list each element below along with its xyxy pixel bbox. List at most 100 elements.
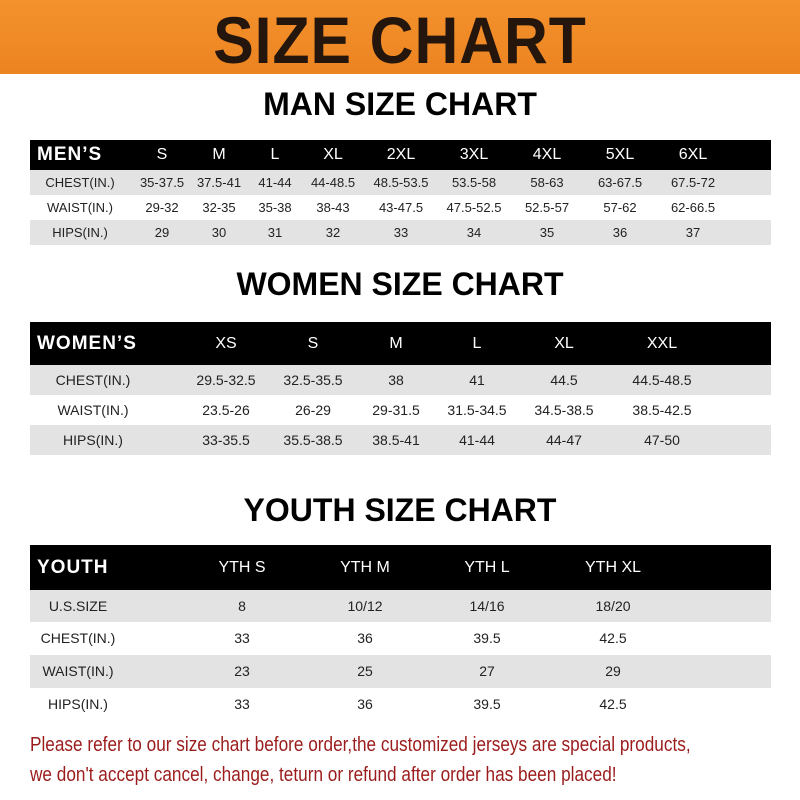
measurement-cell: 37.5-41 [196,175,242,190]
measurement-cell: 41-44 [459,432,495,448]
size-header: 6XL [678,146,708,163]
table-row: HIPS(IN.) 33-35.5 35.5-38.5 38.5-41 41-44 44-… [30,425,771,455]
measurement-cell: 37 [685,225,701,240]
measurement-cell: 35-38 [258,200,292,215]
measurement-cell: 44.5-48.5 [632,372,692,388]
table-header-row: MEN’S S M L XL 2XL 3XL 4XL 5XL 6XL [30,140,771,170]
measurement-cell: 31.5-34.5 [447,402,507,418]
measurement-cell: 26-29 [295,402,331,418]
measurement-cell: 38.5-42.5 [632,402,692,418]
measurement-cell: 14/16 [469,598,505,614]
measurement-cell: 36 [612,225,628,240]
size-header: 3XL [459,146,489,163]
measurement-cell: 36 [357,696,373,712]
size-header: M [212,146,226,163]
table-row: HIPS(IN.) 29 30 31 32 33 34 35 36 37 [30,220,771,245]
size-header: XS [215,335,237,352]
row-label: U.S.SIZE [48,598,108,614]
measurement-cell: 36 [357,630,373,646]
size-header: XL [554,335,574,352]
measurement-cell: 62-66.5 [670,200,716,215]
measurement-cell: 52.5-57 [524,200,570,215]
size-header: YTH M [340,559,390,576]
row-label: HIPS(IN.) [52,225,108,240]
row-label: CHEST(IN.) [40,630,116,646]
measurement-cell: 32-35 [202,200,236,215]
measurement-cell: 42.5 [599,696,627,712]
measurement-cell: 44-48.5 [310,175,356,190]
table-title: WOMEN’S [37,333,137,354]
measurement-cell: 30 [211,225,227,240]
size-header: YTH S [218,559,266,576]
measurement-cell: 33 [393,225,409,240]
measurement-cell: 25 [357,663,373,679]
size-header: L [472,335,482,352]
table-title: YOUTH [37,557,109,578]
measurement-cell: 38 [388,372,404,388]
youth-section-title: YOUTH SIZE CHART [243,492,557,528]
measurement-cell: 38.5-41 [372,432,420,448]
measurement-cell: 27 [479,663,495,679]
table-row: CHEST(IN.) 35-37.5 37.5-41 41-44 44-48.5 48.5… [30,170,771,195]
table-row: WAIST(IN.) 29-32 32-35 35-38 38-43 43-47.5 47.… [30,195,771,220]
size-header: 4XL [532,146,562,163]
measurement-cell: 29-32 [145,200,179,215]
table-row: CHEST(IN.) 29.5-32.5 32.5-35.5 38 41 44.5 44.5… [30,365,771,395]
measurement-cell: 53.5-58 [451,175,497,190]
measurement-cell: 29.5-32.5 [196,372,256,388]
measurement-cell: 34 [466,225,482,240]
men-section-title: MAN SIZE CHART [263,86,537,122]
measurement-cell: 31 [267,225,283,240]
size-header: XXL [646,335,678,352]
measurement-cell: 44.5 [550,372,578,388]
measurement-cell: 23 [234,663,250,679]
measurement-cell: 35 [539,225,555,240]
youth-size-table: YOUTH YTH S YTH M YTH L YTH XL U.S.SIZE 8 10/12… [30,545,771,720]
size-header: 2XL [386,146,416,163]
table-title: MEN’S [37,144,103,165]
measurement-cell: 32.5-35.5 [283,372,343,388]
table-row: CHEST(IN.) 33 36 39.5 42.5 [30,622,771,655]
measurement-cell: 35-37.5 [139,175,185,190]
measurement-cell: 33 [234,630,250,646]
size-header: S [156,146,168,163]
measurement-cell: 41-44 [258,175,292,190]
size-header: YTH L [464,559,510,576]
women-size-table: WOMEN’S XS S M L XL XXL CHEST(IN.) 29.5-32.5 32.5… [30,322,771,455]
size-header: M [389,335,403,352]
measurement-cell: 63-67.5 [597,175,643,190]
row-label: WAIST(IN.) [57,402,129,418]
row-label: HIPS(IN.) [63,432,123,448]
measurement-cell: 67.5-72 [670,175,716,190]
measurement-cell: 58-63 [530,175,564,190]
measurement-cell: 42.5 [599,630,627,646]
measurement-cell: 34.5-38.5 [534,402,594,418]
measurement-cell: 41 [469,372,485,388]
size-header: 5XL [605,146,635,163]
table-row: WAIST(IN.) 23.5-26 26-29 29-31.5 31.5-34.5 34… [30,395,771,425]
row-label: WAIST(IN.) [47,200,113,215]
row-label: CHEST(IN.) [45,175,115,190]
measurement-cell: 33-35.5 [202,432,250,448]
size-header: YTH XL [584,559,642,576]
men-size-table: MEN’S S M L XL 2XL 3XL 4XL 5XL 6XL CHEST(IN.) 35-37… [30,140,771,245]
measurement-cell: 47.5-52.5 [446,200,502,215]
measurement-cell: 8 [238,598,246,614]
footer-notice-line-1: Please refer to our size chart before or… [30,734,691,756]
table-header-row: YOUTH YTH S YTH M YTH L YTH XL [30,545,771,590]
measurement-cell: 29 [154,225,170,240]
row-label: CHEST(IN.) [55,372,131,388]
measurement-cell: 33 [234,696,250,712]
measurement-cell: 29 [605,663,621,679]
title-banner: SIZE CHART [0,0,800,77]
measurement-cell: 10/12 [347,598,383,614]
measurement-cell: 48.5-53.5 [373,175,429,190]
table-row: WAIST(IN.) 23 25 27 29 [30,655,771,688]
measurement-cell: 38-43 [316,200,350,215]
measurement-cell: 39.5 [473,696,501,712]
measurement-cell: 29-31.5 [372,402,420,418]
measurement-cell: 35.5-38.5 [283,432,343,448]
table-row: HIPS(IN.) 33 36 39.5 42.5 [30,688,771,720]
table-header-row: WOMEN’S XS S M L XL XXL [30,322,771,365]
measurement-cell: 18/20 [595,598,631,614]
